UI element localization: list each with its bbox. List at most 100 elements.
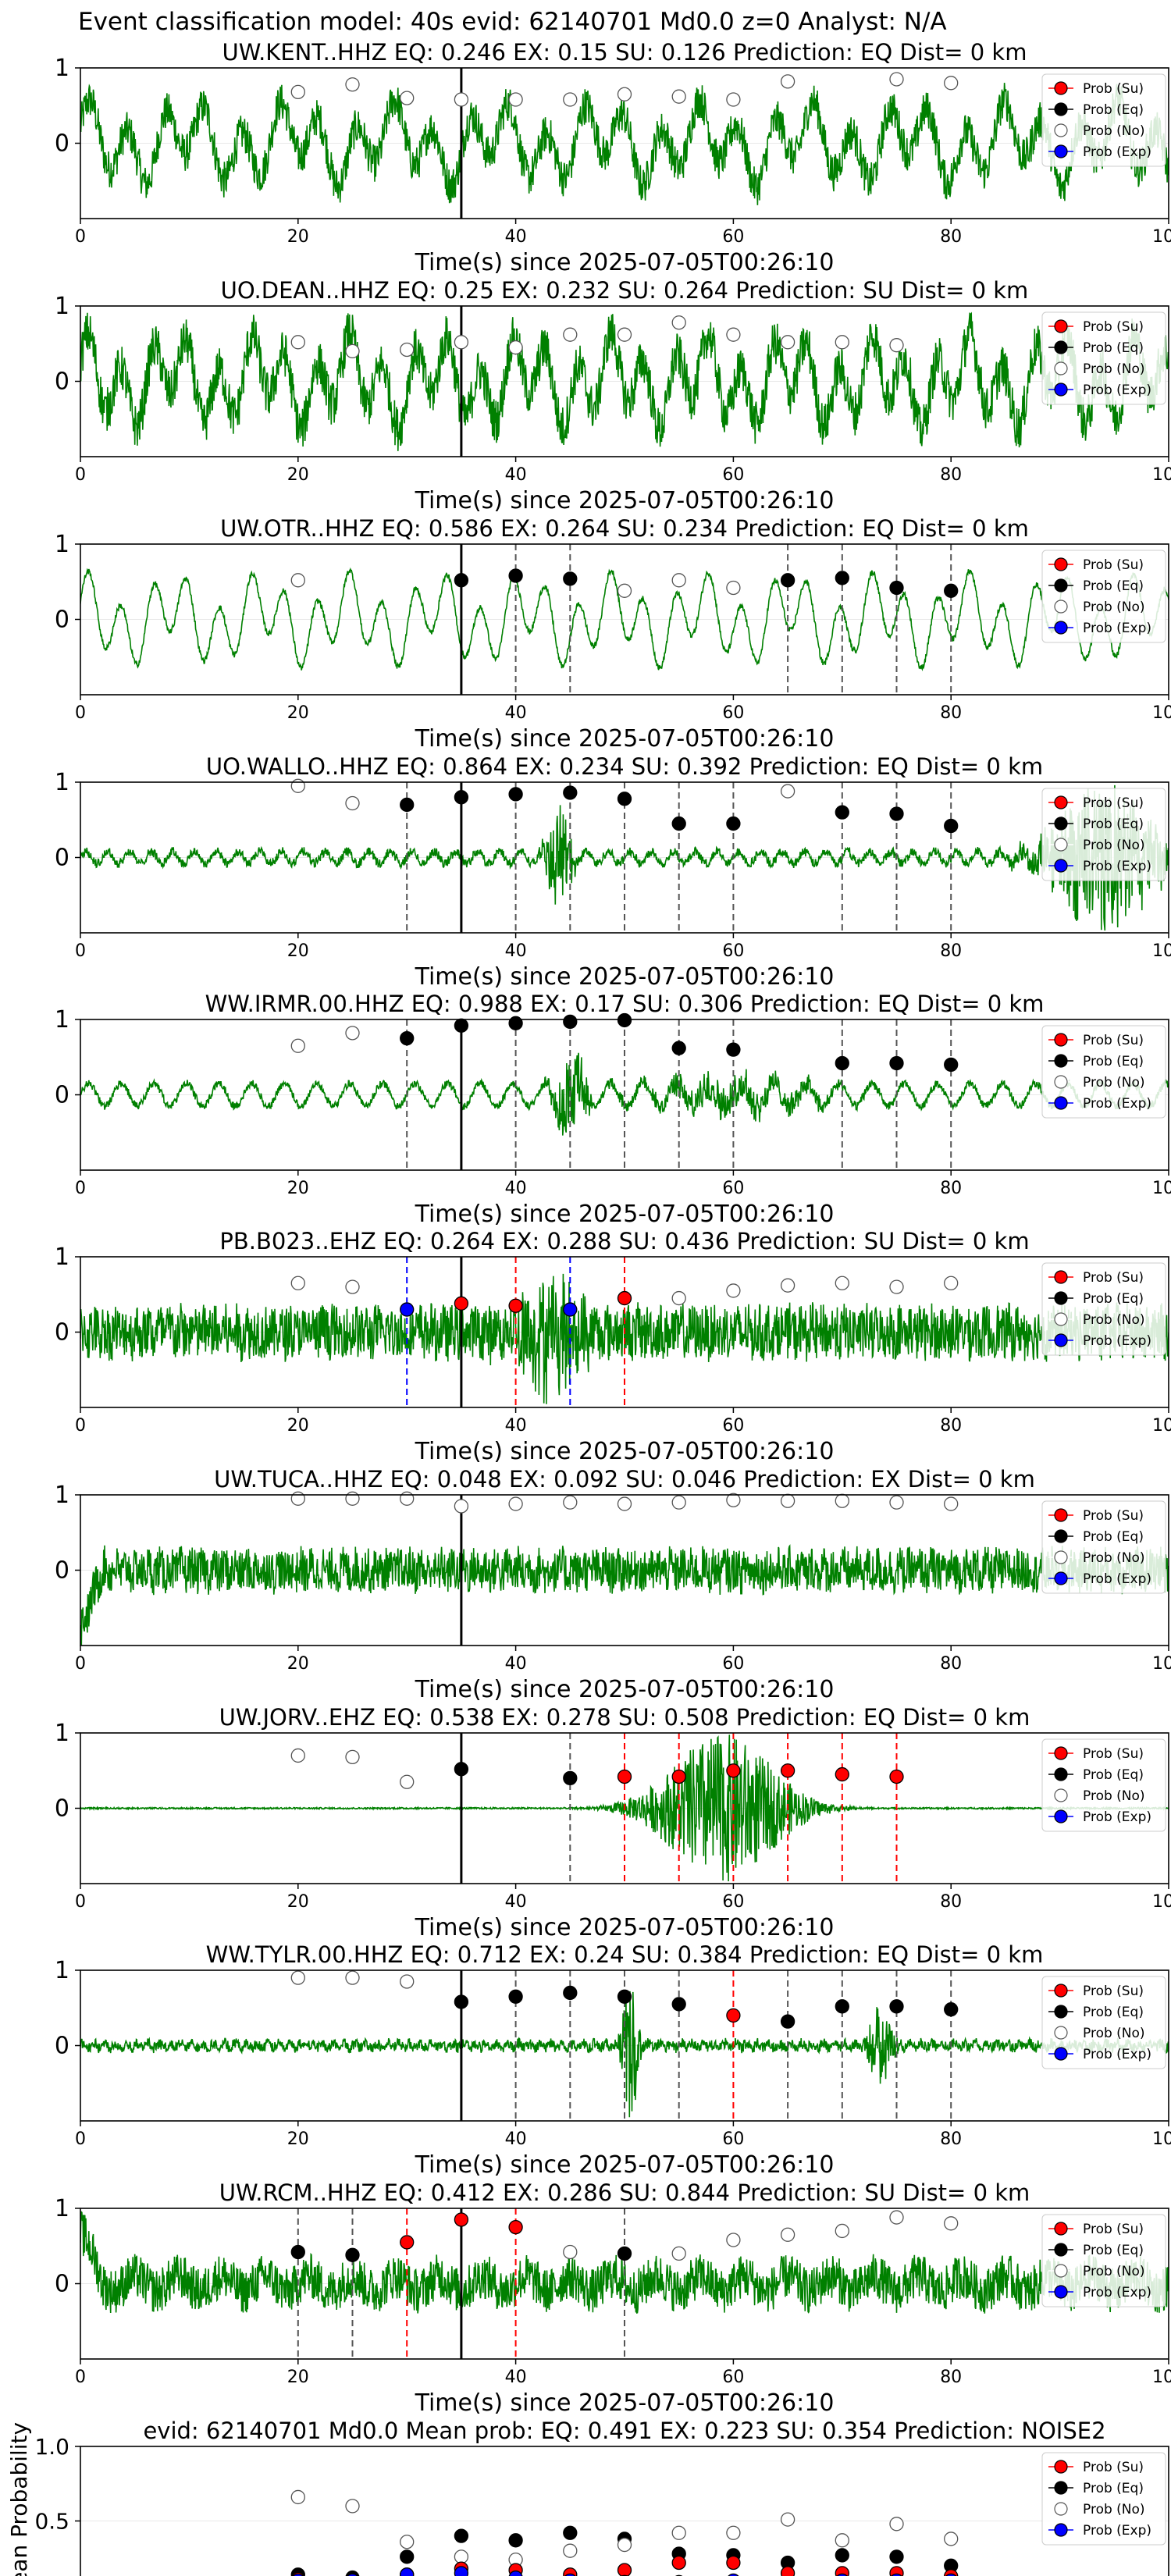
legend-marker-su	[1054, 557, 1068, 571]
prob-point-no	[835, 335, 849, 350]
legend-box	[1041, 2214, 1166, 2307]
legend: Prob (Su) Prob (Eq) Prob (No) Prob (Exp)	[1041, 1262, 1166, 1356]
legend-label: Prob (Su)	[1083, 1270, 1144, 1286]
prob-point-no	[508, 92, 523, 107]
panel-8: 0 20 40 60 80 100 0 1 UW.JORV..EHZ EQ: 0.538 EX:…	[55, 1704, 1171, 1941]
x-tick-label: 40	[505, 941, 527, 961]
legend-label: Prob (Exp)	[1083, 621, 1151, 636]
legend-label: Prob (No)	[1083, 1075, 1145, 1091]
legend-marker-su	[1054, 319, 1068, 333]
x-tick-label: 0	[75, 227, 86, 247]
prob-point-su	[671, 1769, 686, 1784]
legend-marker-su	[1054, 81, 1068, 95]
x-tick-label: 80	[940, 1416, 962, 1436]
legend-marker-exp	[1054, 1333, 1068, 1347]
legend-marker-no	[1054, 600, 1068, 614]
legend-marker-no	[1054, 1788, 1068, 1802]
prob-point-su	[508, 2219, 523, 2235]
legend-marker-eq	[1054, 1529, 1068, 1543]
prob-point-no	[617, 327, 632, 342]
x-tick-label: 20	[287, 2129, 309, 2149]
prob-point-no	[290, 1970, 305, 1985]
panel-1: 0 20 40 60 80 100 0 1 UW.KENT..HHZ EQ: 0.246 EX:…	[55, 39, 1171, 276]
prob-point-no	[726, 327, 741, 342]
plot-area	[80, 1970, 1169, 2121]
prob-point-eq	[889, 580, 904, 596]
x-tick-label: 20	[287, 1416, 309, 1436]
legend-label: Prob (Eq)	[1083, 1529, 1144, 1545]
panel-title: UW.TUCA..HHZ EQ: 0.048 EX: 0.092 SU: 0.0…	[214, 1466, 1035, 1493]
y-tick-label: 0	[55, 368, 69, 396]
legend-marker-no	[1054, 2026, 1068, 2040]
panel-title: PB.B023..EHZ EQ: 0.264 EX: 0.288 SU: 0.4…	[219, 1228, 1029, 1254]
prob-point-no	[671, 1290, 686, 1306]
panel-title: UW.OTR..HHZ EQ: 0.586 EX: 0.264 SU: 0.23…	[220, 515, 1029, 542]
prob-point-eq	[454, 1994, 469, 2009]
legend-marker-no	[1054, 838, 1068, 852]
x-tick-label: 0	[75, 465, 86, 485]
y-tick-label: 1	[55, 1957, 69, 1984]
y-tick-label: 0	[55, 130, 69, 158]
x-tick-label: 60	[722, 1654, 744, 1674]
prob-point-su	[671, 2555, 686, 2571]
x-tick-label: 80	[940, 703, 962, 723]
prob-point-eq	[889, 806, 904, 821]
prob-point-no	[454, 335, 469, 350]
plot-area	[80, 1019, 1169, 1170]
prob-point-eq	[400, 797, 415, 813]
figure-title: Event classification model: 40s evid: 62…	[78, 8, 947, 36]
legend-marker-eq	[1054, 1291, 1068, 1305]
legend-label: Prob (Exp)	[1083, 1809, 1151, 1825]
x-tick-label: 20	[287, 1892, 309, 1912]
panel-7: 0 20 40 60 80 100 0 1 UW.TUCA..HHZ EQ: 0.048 EX:…	[55, 1466, 1171, 1703]
prob-point-su	[835, 2566, 849, 2576]
x-tick-label: 0	[75, 1416, 86, 1436]
y-tick-label: 0	[55, 1319, 69, 1347]
x-tick-label: 100	[1152, 1179, 1171, 1198]
prob-point-no	[889, 2517, 904, 2532]
prob-point-no	[345, 77, 360, 92]
legend-label: Prob (Su)	[1083, 81, 1144, 97]
waveform-trace	[80, 1052, 1169, 1136]
x-tick-label: 40	[505, 1892, 527, 1912]
legend-label: Prob (No)	[1083, 838, 1145, 853]
waveform-trace	[80, 1990, 1169, 2118]
y-tick-label: 0	[55, 1795, 69, 1823]
x-axis-label: Time(s) since 2025-07-05T00:26:10	[415, 487, 835, 514]
x-tick-label: 60	[722, 465, 744, 485]
prob-point-exp	[563, 1302, 578, 1317]
legend-box	[1041, 1500, 1166, 1594]
legend-box	[1041, 788, 1166, 881]
prob-point-no	[835, 2533, 849, 2548]
prob-point-eq	[889, 1055, 904, 1071]
x-tick-label: 40	[505, 2368, 527, 2387]
legend-label: Prob (No)	[1083, 1550, 1145, 1566]
legend-label: Prob (Eq)	[1083, 1767, 1144, 1783]
axes-frame	[80, 2446, 1169, 2576]
legend-label: Prob (Exp)	[1083, 382, 1151, 398]
x-tick-label: 100	[1152, 227, 1171, 247]
y-tick-label: 0	[55, 2033, 69, 2060]
prob-point-eq	[563, 1770, 578, 1786]
prob-point-no	[889, 2210, 904, 2225]
legend-marker-exp	[1054, 2047, 1068, 2061]
prob-point-su	[889, 1769, 904, 1784]
x-tick-label: 100	[1152, 2129, 1171, 2149]
plot-area	[80, 306, 1169, 457]
prob-point-no	[290, 573, 305, 588]
x-axis-label: Time(s) since 2025-07-05T00:26:10	[415, 2389, 835, 2417]
prob-point-no	[617, 2537, 632, 2553]
x-tick-label: 20	[287, 465, 309, 485]
legend-marker-exp	[1054, 1809, 1068, 1823]
prob-point-su	[726, 1763, 741, 1778]
legend-marker-su	[1054, 2460, 1068, 2474]
x-axis-label: Time(s) since 2025-07-05T00:26:10	[415, 1914, 835, 1941]
prob-point-su	[889, 2566, 904, 2576]
legend-label: Prob (Eq)	[1083, 340, 1144, 356]
prob-point-no	[671, 2246, 686, 2261]
legend: Prob (Su) Prob (Eq) Prob (No) Prob (Exp)	[1041, 788, 1166, 881]
y-tick-label: 1.0	[34, 2434, 69, 2460]
legend-label: Prob (Exp)	[1083, 1333, 1151, 1349]
legend-marker-exp	[1054, 144, 1068, 158]
